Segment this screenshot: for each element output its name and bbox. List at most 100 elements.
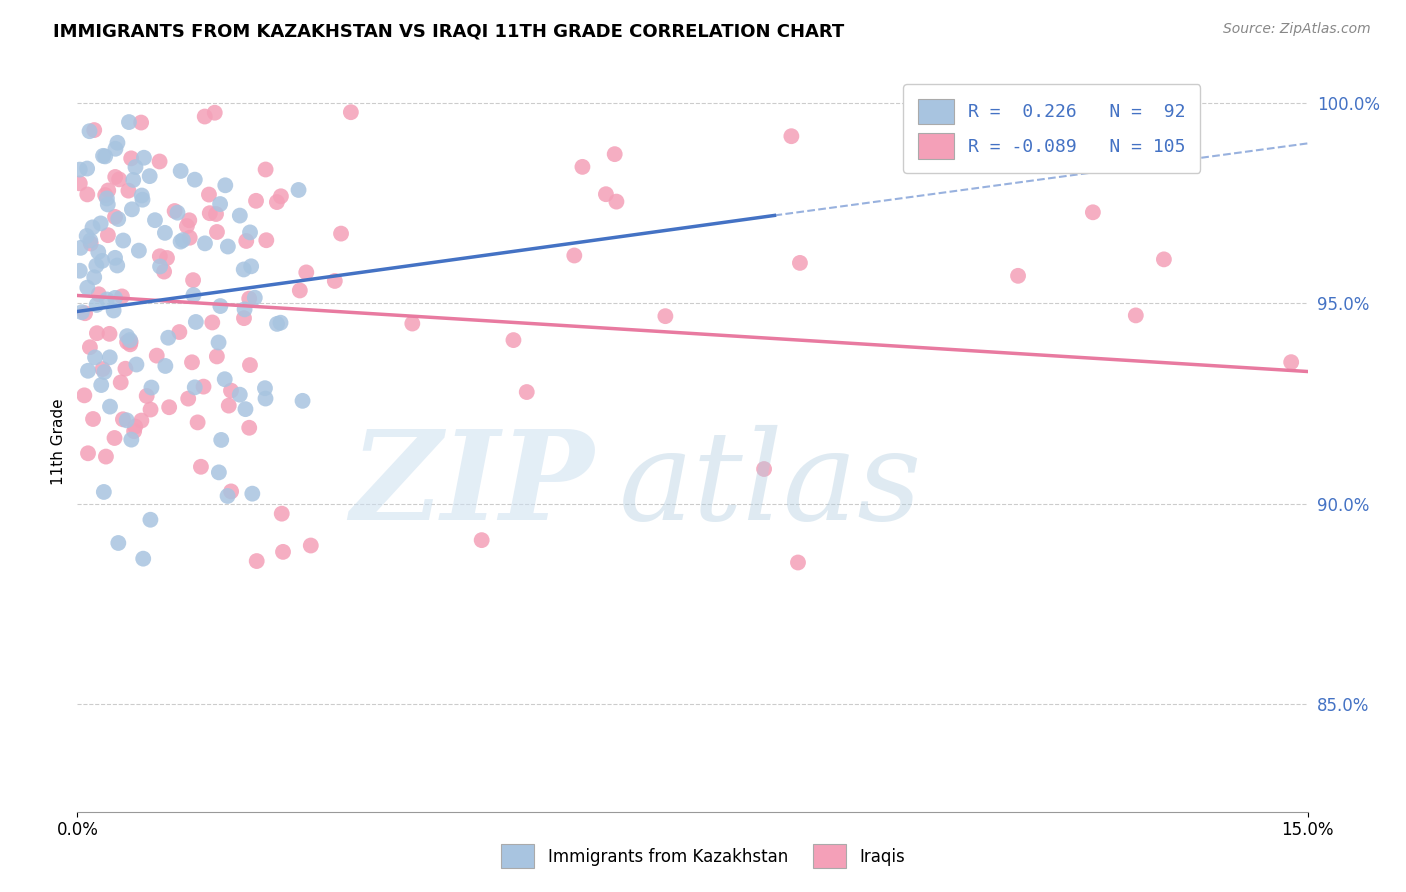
Point: [179, 231, 201, 245]
Point: [245, 194, 267, 208]
Point: [170, 164, 193, 178]
Point: [121, 202, 143, 217]
Point: [571, 160, 593, 174]
Point: [291, 393, 314, 408]
Point: [96, 191, 118, 205]
Point: [104, 169, 127, 184]
Point: [266, 195, 288, 210]
Point: [131, 188, 153, 202]
Point: [69, 241, 91, 255]
Point: [80, 236, 103, 251]
Point: [97, 197, 120, 211]
Point: [401, 317, 423, 331]
Point: [94, 149, 117, 163]
Point: [148, 154, 170, 169]
Point: [218, 399, 240, 413]
Point: [115, 413, 138, 427]
Point: [91, 362, 114, 376]
Point: [1081, 205, 1104, 219]
Point: [124, 419, 146, 434]
Point: [104, 142, 127, 156]
Point: [214, 178, 236, 193]
Point: [120, 337, 142, 351]
Point: [94, 450, 117, 464]
Point: [103, 303, 125, 318]
Point: [789, 256, 811, 270]
Point: [603, 147, 626, 161]
Point: [93, 365, 115, 379]
Point: [238, 421, 260, 435]
Point: [103, 431, 125, 445]
Point: [562, 248, 585, 262]
Point: [235, 234, 257, 248]
Point: [83, 123, 105, 137]
Point: [299, 539, 322, 553]
Point: [149, 249, 172, 263]
Text: IMMIGRANTS FROM KAZAKHSTAN VS IRAQI 11TH GRADE CORRELATION CHART: IMMIGRANTS FROM KAZAKHSTAN VS IRAQI 11TH…: [53, 22, 845, 40]
Point: [128, 244, 150, 258]
Point: [239, 226, 262, 240]
Point: [238, 292, 260, 306]
Point: [177, 392, 200, 406]
Point: [82, 220, 104, 235]
Point: [98, 400, 121, 414]
Point: [183, 288, 205, 302]
Point: [219, 484, 242, 499]
Point: [184, 172, 207, 186]
Point: [295, 265, 318, 279]
Point: [97, 228, 120, 243]
Point: [115, 334, 138, 349]
Point: [124, 160, 146, 174]
Point: [233, 311, 256, 326]
Point: [76, 161, 98, 176]
Point: [84, 351, 107, 365]
Point: [153, 264, 176, 278]
Point: [471, 533, 494, 548]
Point: [187, 416, 209, 430]
Point: [229, 209, 252, 223]
Point: [69, 162, 91, 177]
Legend: Immigrants from Kazakhstan, Iraqis: Immigrants from Kazakhstan, Iraqis: [494, 838, 912, 875]
Point: [82, 412, 104, 426]
Point: [104, 251, 127, 265]
Point: [254, 233, 277, 247]
Point: [217, 239, 239, 253]
Point: [208, 466, 231, 480]
Point: [787, 556, 810, 570]
Point: [120, 433, 142, 447]
Point: [214, 372, 236, 386]
Point: [107, 536, 129, 550]
Point: [105, 259, 128, 273]
Point: [239, 358, 262, 372]
Point: [219, 384, 242, 398]
Point: [132, 151, 155, 165]
Point: [194, 236, 217, 251]
Point: [143, 213, 166, 227]
Point: [198, 187, 221, 202]
Point: [122, 173, 145, 187]
Point: [69, 177, 91, 191]
Point: [93, 485, 115, 500]
Point: [209, 433, 232, 447]
Point: [595, 187, 617, 202]
Point: [98, 326, 121, 341]
Point: [181, 273, 204, 287]
Point: [1059, 134, 1081, 148]
Point: [110, 376, 132, 390]
Point: [184, 380, 207, 394]
Point: [117, 184, 139, 198]
Point: [254, 392, 277, 406]
Point: [205, 207, 228, 221]
Point: [198, 206, 221, 220]
Point: [254, 162, 277, 177]
Point: [780, 129, 803, 144]
Point: [98, 351, 121, 365]
Point: [94, 188, 117, 202]
Point: [96, 293, 118, 307]
Point: [108, 172, 131, 186]
Legend: R =  0.226   N =  92, R = -0.089   N = 105: R = 0.226 N = 92, R = -0.089 N = 105: [903, 84, 1201, 173]
Point: [83, 270, 105, 285]
Point: [270, 189, 292, 203]
Point: [235, 402, 257, 417]
Point: [205, 350, 228, 364]
